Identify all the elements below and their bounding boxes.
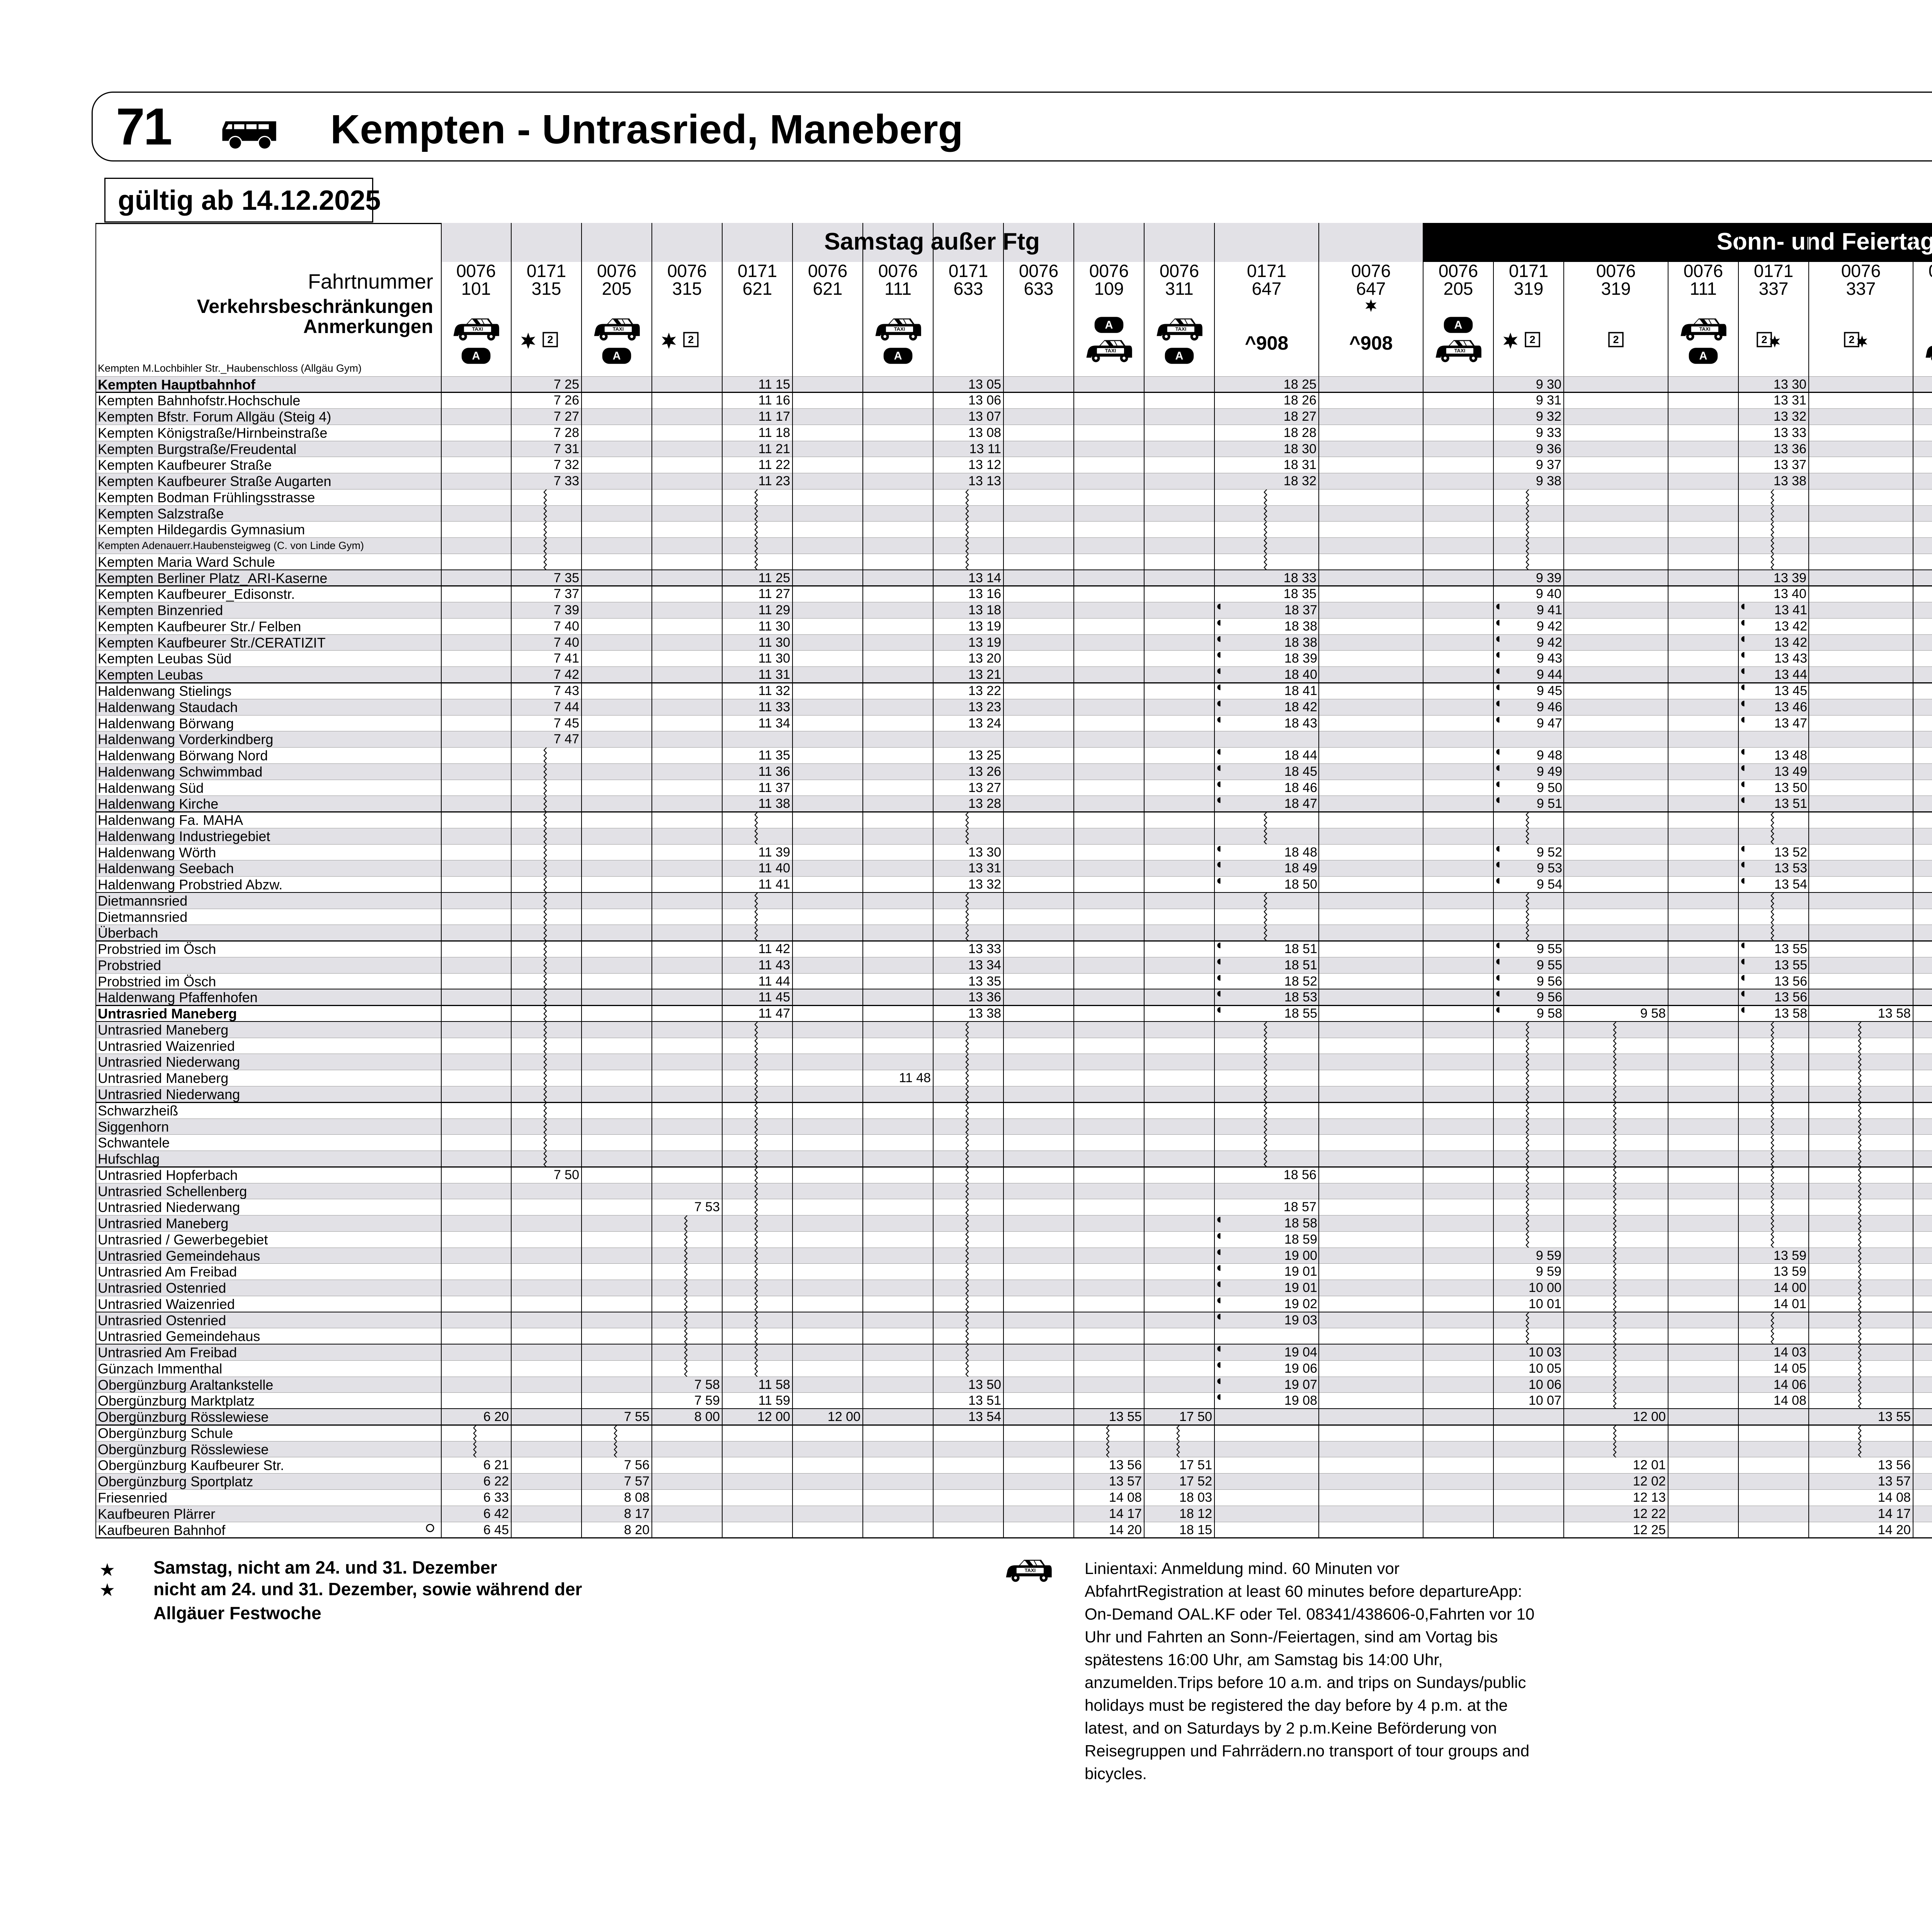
- svg-text:A: A: [1175, 350, 1184, 362]
- svg-text:2: 2: [1849, 334, 1854, 345]
- svg-text:TAXI: TAXI: [1175, 326, 1187, 332]
- svg-text:A: A: [894, 350, 902, 362]
- svg-text:2: 2: [1761, 334, 1767, 345]
- svg-text:TAXI: TAXI: [1699, 326, 1711, 332]
- svg-text:TAXI: TAXI: [1105, 348, 1116, 354]
- svg-text:2: 2: [1613, 334, 1619, 345]
- svg-text:TAXI: TAXI: [1454, 348, 1466, 354]
- svg-text:A: A: [613, 350, 621, 362]
- svg-text:A: A: [1454, 319, 1463, 331]
- svg-text:TAXI: TAXI: [894, 326, 905, 332]
- svg-text:TAXI: TAXI: [472, 326, 483, 332]
- svg-text:2: 2: [688, 334, 694, 345]
- svg-text:A: A: [1699, 350, 1708, 362]
- svg-text:2: 2: [547, 334, 553, 345]
- svg-text:A: A: [1105, 319, 1113, 331]
- svg-text:TAXI: TAXI: [1025, 1567, 1036, 1573]
- svg-text:TAXI: TAXI: [613, 326, 624, 332]
- svg-text:2: 2: [1529, 334, 1535, 345]
- svg-text:A: A: [472, 350, 480, 362]
